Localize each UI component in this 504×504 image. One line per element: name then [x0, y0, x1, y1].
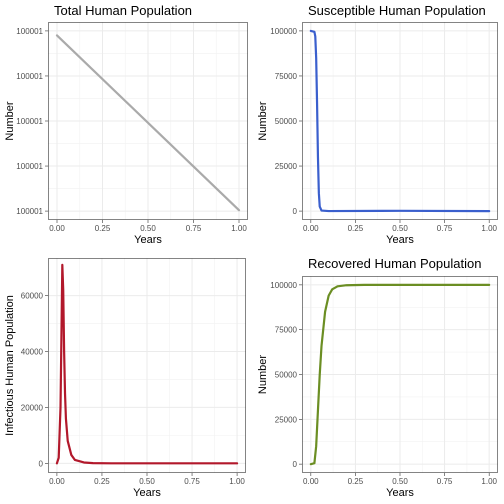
x-axis-title: Years	[386, 234, 414, 246]
series-line-1	[55, 34, 241, 212]
y-tick-label: 75000	[275, 72, 298, 81]
x-tick-label: 0.25	[348, 224, 364, 233]
panel-1: 0.00 0.25 0.50 0.75 1.00 100001 100001 100001 10…	[4, 3, 248, 246]
x-tick-label: 0.00	[303, 477, 319, 486]
y-tick-label: 50000	[275, 371, 298, 380]
series-line-1	[309, 283, 491, 466]
y-tick-label: 25000	[275, 162, 298, 171]
x-tick-label: 0.50	[140, 224, 156, 233]
x-axis-title: Years	[134, 234, 162, 246]
y-tick-label: 75000	[275, 326, 298, 335]
y-tick-label: 100001	[16, 117, 43, 126]
y-tick-label: 0	[39, 459, 44, 468]
x-axis-title: Years	[133, 487, 161, 499]
y-axis-title: Number	[257, 355, 269, 394]
y-tick-label: 0	[293, 460, 298, 469]
y-tick-label: 60000	[21, 292, 44, 301]
x-tick-label: 0.75	[184, 477, 200, 486]
x-tick-label: 1.00	[481, 224, 497, 233]
panel-border	[302, 276, 498, 473]
y-tick-label: 25000	[275, 415, 298, 424]
y-tick-label: 0	[293, 207, 298, 216]
y-tick-label: 100000	[270, 281, 297, 290]
x-tick-label: 0.75	[437, 477, 453, 486]
x-tick-label: 0.25	[348, 477, 364, 486]
x-tick-label: 0.00	[303, 224, 319, 233]
y-tick-label: 20000	[21, 403, 44, 412]
x-tick-label: 0.25	[94, 477, 110, 486]
x-tick-label: 1.00	[231, 224, 247, 233]
x-tick-label: 1.00	[481, 477, 497, 486]
x-tick-label: 0.50	[139, 477, 155, 486]
panel-border	[48, 258, 246, 473]
y-tick-label: 100001	[16, 162, 43, 171]
x-tick-label: 0.00	[49, 224, 65, 233]
y-tick-label: 100001	[16, 72, 43, 81]
x-tick-label: 1.00	[229, 477, 245, 486]
plot-title: Recovered Human Population	[308, 256, 481, 271]
x-tick-label: 0.75	[186, 224, 202, 233]
x-tick-label: 0.75	[437, 224, 453, 233]
panel-2: 0.00 0.25 0.50 0.75 1.00 0 25000 50000 75000 1000…	[257, 3, 498, 246]
y-axis-title: Number	[4, 101, 16, 140]
y-tick-label: 100001	[16, 207, 43, 216]
panel-border	[48, 22, 248, 220]
series-line-1	[55, 263, 239, 465]
plot-title: Total Human Population	[54, 3, 192, 18]
y-axis-title: Infectious Human Population	[4, 295, 16, 436]
y-tick-label: 40000	[21, 348, 44, 357]
panel-3: 0.00 0.25 0.50 0.75 1.00 0 20000 40000 60000 Year…	[4, 258, 246, 499]
y-tick-label: 100000	[270, 27, 297, 36]
series-line-1	[309, 29, 491, 213]
y-tick-label: 50000	[275, 117, 298, 126]
x-axis-title: Years	[386, 487, 414, 499]
panel-border	[302, 22, 498, 220]
y-axis-title: Number	[257, 101, 269, 140]
panel-4: 0.00 0.25 0.50 0.75 1.00 0 25000 50000 75000 1000…	[257, 256, 498, 499]
x-tick-label: 0.50	[392, 224, 408, 233]
plot-title: Susceptible Human Population	[308, 3, 486, 18]
y-tick-label: 100001	[16, 27, 43, 36]
x-tick-label: 0.00	[49, 477, 65, 486]
x-tick-label: 0.25	[95, 224, 111, 233]
x-tick-label: 0.50	[392, 477, 408, 486]
